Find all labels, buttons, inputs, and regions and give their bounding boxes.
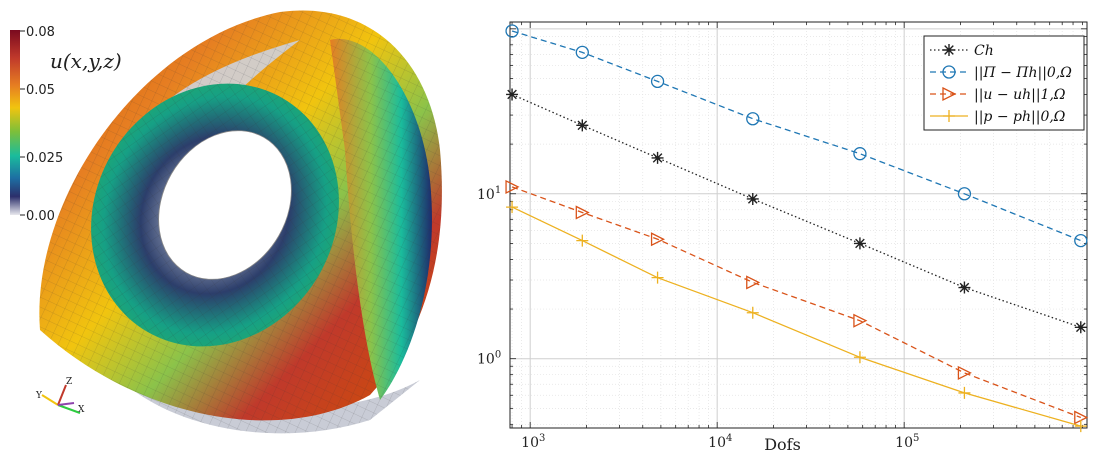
series-line-3 [511, 186, 1082, 419]
data-point [957, 365, 972, 380]
colorbar-tick-label: 0.00 [26, 209, 55, 224]
triad-z-label: Z [66, 377, 72, 387]
mesh-render-panel: 0.08 0.05 0.025 0.00 u(x,y,z) [0, 0, 470, 462]
mesh-body [39, 10, 442, 434]
data-point [746, 306, 759, 319]
data-point [746, 112, 760, 126]
colorbar-tick-label: 0.025 [26, 151, 63, 166]
legend-label: Ch [974, 43, 994, 59]
data-point [853, 313, 868, 328]
data-point [1074, 233, 1088, 248]
colorbar-title: u(x,y,z) [50, 49, 122, 73]
legend-label: ||p − ph||0,Ω [974, 109, 1066, 125]
x-tick-label: 104 [708, 433, 732, 451]
series-line-2 [511, 30, 1082, 242]
data-point [506, 201, 519, 214]
data-point [942, 65, 956, 79]
data-point [958, 281, 971, 294]
triad-y-label: Y [35, 391, 43, 401]
data-point [650, 74, 665, 89]
data-point [853, 351, 866, 364]
data-point [853, 147, 867, 161]
data-point [853, 237, 866, 250]
data-point [746, 275, 761, 290]
data-point [650, 232, 666, 247]
mesh-render: 0.08 0.05 0.025 0.00 u(x,y,z) [10, 10, 442, 434]
colorbar: 0.08 0.05 0.025 0.00 u(x,y,z) [10, 25, 122, 224]
triad-x-label: X [78, 405, 85, 415]
convergence-chart: 103 104 105 100 101 Dofs Ch ||Π − Πh||0,Ω ||u − … [477, 21, 1089, 454]
data-point [506, 88, 519, 101]
axis-triad: Y X Z [35, 377, 85, 415]
colorbar-tick-label: 0.05 [26, 83, 55, 98]
colorbar-gradient [10, 30, 20, 215]
y-tick-label: 100 [477, 350, 501, 368]
data-point [1074, 321, 1087, 334]
data-point [505, 179, 520, 194]
legend-label: ||u − uh||1,Ω [974, 87, 1066, 103]
legend-label: ||Π − Πh||0,Ω [974, 65, 1072, 81]
data-point [575, 205, 590, 220]
data-point [1074, 420, 1087, 433]
data-point [651, 271, 664, 284]
data-point [942, 86, 957, 102]
convergence-chart-panel: 103 104 105 100 101 Dofs Ch ||Π − Πh||0,Ω ||u − … [470, 0, 1100, 462]
data-point [746, 192, 759, 205]
x-axis-label: Dofs [764, 435, 801, 454]
axes-box [509, 21, 1088, 429]
data-point [958, 386, 971, 399]
data-point [943, 44, 955, 56]
data-point [576, 119, 589, 132]
data-point [957, 187, 972, 201]
x-tick-label: 103 [521, 433, 545, 451]
data-point [576, 234, 589, 247]
data-point [575, 45, 589, 60]
y-tick-label: 101 [477, 185, 501, 203]
colorbar-tick-label: 0.08 [26, 25, 55, 40]
data-point [651, 151, 664, 164]
data-point [943, 110, 955, 122]
data-point [505, 24, 519, 38]
x-tick-label: 105 [895, 433, 919, 451]
